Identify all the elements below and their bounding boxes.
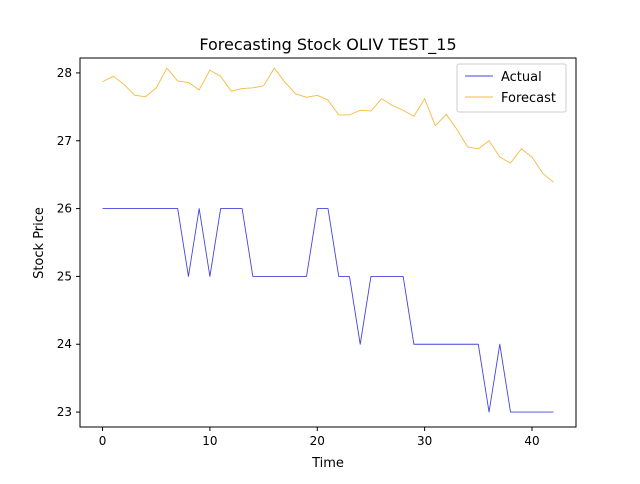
series-layer — [102, 67, 554, 413]
legend-label-actual: Actual — [501, 70, 542, 85]
x-tick-label: 40 — [524, 434, 539, 448]
y-tick-label: 23 — [57, 405, 72, 419]
plot-area — [79, 57, 577, 428]
x-axis-label: Time — [311, 456, 344, 471]
x-tick-label: 10 — [202, 434, 217, 448]
legend: Actual Forecast — [456, 63, 567, 113]
x-tick-label: 30 — [417, 434, 432, 448]
y-tick-label: 27 — [57, 134, 72, 148]
y-tick-label: 24 — [57, 337, 72, 351]
series-line-actual — [102, 208, 554, 413]
y-tick-label: 25 — [57, 269, 72, 283]
plot-frame — [79, 57, 577, 428]
y-tick-label: 26 — [57, 202, 72, 216]
x-tick-label: 20 — [310, 434, 325, 448]
y-tick-label: 28 — [57, 66, 72, 80]
chart-title: Forecasting Stock OLIV TEST_15 — [199, 35, 456, 55]
x-tick-label: 0 — [99, 434, 107, 448]
x-axis: 0 10 20 30 40 — [99, 427, 540, 448]
y-axis-label: Stock Price — [32, 207, 47, 279]
series-line-forecast — [102, 67, 554, 183]
legend-label-forecast: Forecast — [501, 91, 556, 106]
y-axis: 23 24 25 26 27 28 — [57, 66, 80, 419]
